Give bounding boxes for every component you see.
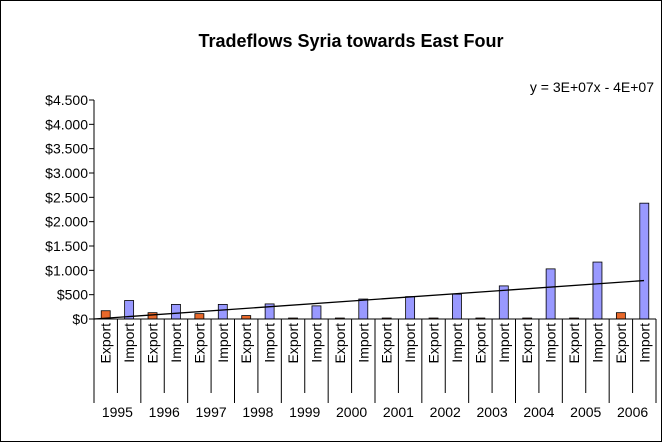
bar-group [100,202,650,320]
x-category-label: Export [98,323,114,364]
x-category-label: Import [168,323,184,363]
year-label: 2006 [617,404,648,420]
trendline-group [93,279,645,320]
y-tick-label: $0 [72,311,88,327]
year-label: 2001 [383,404,414,420]
x-category-label: Import [496,323,512,363]
y-tick-label: $3.000 [45,165,88,181]
x-category-label: Export [426,323,442,364]
x-category-label: Export [238,323,254,364]
year-label: 1995 [102,404,133,420]
x-category-label: Export [472,323,488,364]
y-tick-label: $2.000 [45,214,88,230]
year-label: 2002 [430,404,461,420]
x-category-label: Import [121,323,137,363]
x-category-label: Import [449,323,465,363]
bar-import-1999 [311,305,322,320]
bar-export-1997 [194,313,205,320]
bar-import-2001 [405,296,416,320]
year-label: 2004 [523,404,554,420]
x-category-label: Export [332,323,348,364]
x-category-label: Export [613,323,629,364]
x-category-label: Export [379,323,395,364]
y-axis: $0 $500 $1.000 $1.500 $2.000 $2.500 $3.000 $3.5… [45,92,95,327]
x-axis: Export Import 1995 Export Import 1996 Export Im… [93,318,657,420]
x-category-label: Import [589,323,605,363]
chart-title: Tradeflows Syria towards East Four [198,31,503,51]
trendline-equation: y = 3E+07x - 4E+07 [530,79,654,95]
y-tick-label: $1.500 [45,238,88,254]
year-label: 2000 [336,404,367,420]
bar-import-2006 [639,202,650,320]
y-tick-label: $500 [57,287,88,303]
bar-import-2005 [592,261,603,320]
y-tick-label: $3.500 [45,141,88,157]
x-category-label: Import [355,323,371,363]
bar-export-1996 [147,312,158,320]
bar-import-2000 [358,298,369,320]
year-label: 1996 [149,404,180,420]
x-category-label: Export [566,323,582,364]
bar-import-2002 [452,293,462,320]
year-label: 1997 [196,404,227,420]
x-category-label: Import [402,323,418,363]
y-tick-label: $1.000 [45,262,88,278]
x-category-label: Import [543,323,559,363]
bar-import-1997 [217,303,228,320]
y-tick-label: $2.500 [45,189,88,205]
bar-export-1998 [241,315,252,320]
year-label: 1999 [289,404,320,420]
x-category-label: Export [285,323,301,364]
x-category-label: Import [215,323,231,363]
x-category-label: Import [262,323,278,363]
bar-export-2006 [615,312,626,320]
x-category-label: Import [636,323,652,363]
x-category-label: Export [145,323,161,364]
bar-import-2004 [545,268,556,320]
trendline [93,279,645,320]
x-category-label: Export [191,323,207,364]
y-tick-label: $4.500 [45,92,88,108]
year-label: 2005 [570,404,601,420]
x-category-label: Import [308,323,324,363]
year-label: 1998 [242,404,273,420]
year-label: 2003 [477,404,508,420]
x-category-label: Export [519,323,535,364]
bar-import-1996 [171,303,181,320]
y-tick-label: $4.000 [45,116,88,132]
